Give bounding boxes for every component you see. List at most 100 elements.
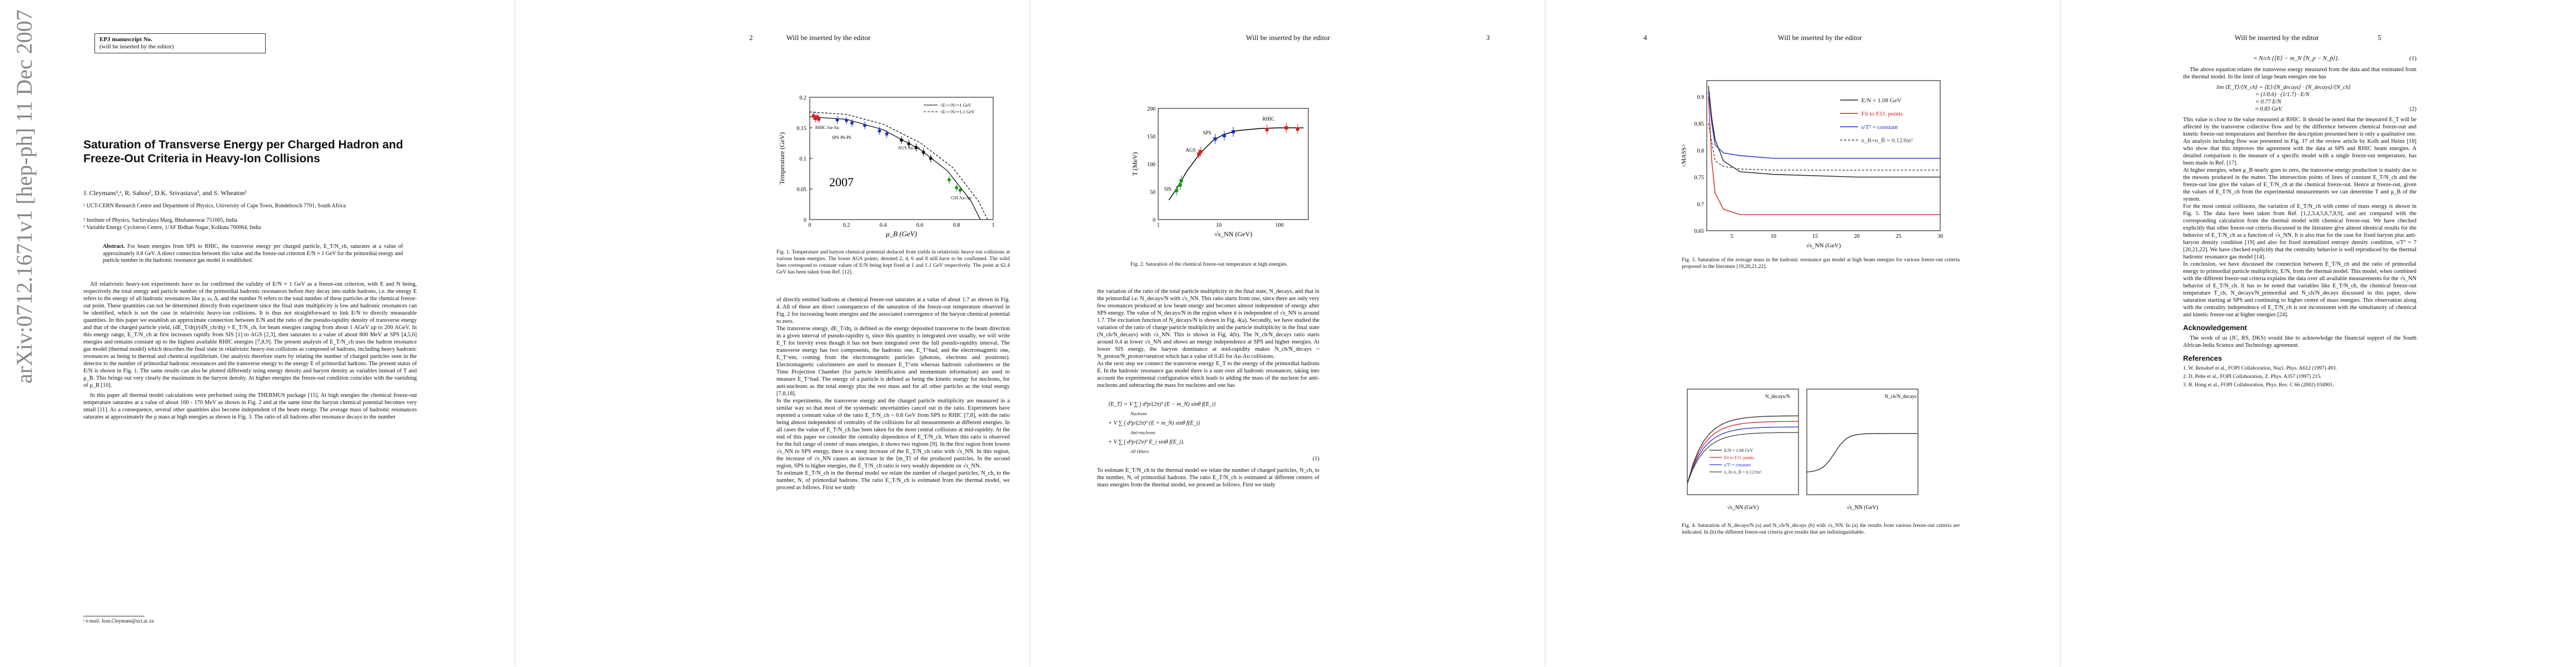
page5-text: = N/ch [⟨E⟩ − m_N ⟨N_p − N_p̄⟩]. (1) The… [2183,51,2416,390]
page2-paragraphs: of directly emitted hadrons at chemical … [776,297,1010,491]
fig3-ytick: 0.9 [1697,94,1705,101]
equation-top: = N/ch [⟨E⟩ − m_N ⟨N_p − N_p̄⟩]. (1) [2183,54,2416,63]
fig1-xlabel: μ_B (GeV) [885,230,917,238]
fig2-series-label: SPS [1203,130,1211,136]
fig3-xtick: 25 [1896,233,1901,240]
fig4a-series-line [1687,421,1799,484]
paper-title: Saturation of Transverse Energy per Char… [83,138,403,165]
affiliation-1: ¹ UCT-CERN Research Centre and Departmen… [83,203,346,209]
fig1-xtick: 0.4 [880,222,887,228]
equation-1-sub-2: Anti-nucleons [1130,430,1155,435]
fig1-ytick: 0.15 [797,126,807,132]
fig3-ylabel: <MASS> [1681,144,1687,167]
fig2-series-label: AGS [1185,147,1195,153]
acknowledgement-heading: Acknowledgement [2183,323,2247,332]
equation-1-number: (1) [1312,456,1319,462]
equation-1-line-1: ⟨E_T⟩ = V ∑ ∫ d³p/(2π)³ (E − m_N) sinθ f… [1108,401,1216,407]
fig3-xtick: 15 [1812,233,1818,240]
fig3-xtick: 30 [1937,233,1943,240]
fig2-series-label: RHIC [1263,116,1275,122]
fig2-xlabel: √s_NN (GeV) [1214,230,1252,238]
fig4b-xlabel: √s_NN (GeV) [1847,505,1879,511]
equation-2: lim ⟨E_T⟩/⟨N_ch⟩ = ⟨E⟩/⟨N_decays⟩ · ⟨N_d… [2216,84,2416,113]
page3-text: the variation of the ratio of the total … [1097,281,1319,496]
fig3-series-line [1708,91,1940,159]
fig4a-series-line [1687,415,1799,484]
fig2-ytick: 100 [1147,162,1155,168]
paper-page-5: Will be inserted by the editor 5 = N/ch … [2061,0,2576,667]
paper-page-3: Will be inserted by the editor 3 200 150 1… [1030,0,1546,667]
fig4a-legend-label: Fit to F.O. points [1724,455,1754,460]
fig3-xtick: 20 [1854,233,1860,240]
figure-3-caption: Fig. 3. Saturation of the average mass i… [1682,257,1960,270]
equation-2-number: (2) [2409,106,2416,112]
fig3-series-line [1708,96,1940,215]
fig3-xlabel: √s_NN (GeV) [1806,242,1841,249]
fig4b-frame [1806,389,1919,495]
journal-box: EPJ manuscript No. (will be inserted by … [94,33,266,53]
figure-4: N_decays/N √s_NN (GeV) E/N = 1.08 GeV Fit t… [1687,389,1919,511]
header-text: Will be inserted by the editor [1777,33,1862,42]
figure-2-caption: Fig. 2. Saturation of the chemical freez… [1130,261,1288,267]
journal-box-line1: EPJ manuscript No. [99,36,153,43]
equation-2-line-4-text: ≈ 0.83 GeV. [2255,106,2283,112]
abstract: Abstract. For beam energies from SPS to … [103,243,403,265]
fig3-ytick: 0.85 [1695,121,1705,127]
fig1-ytick: 0.2 [800,95,807,101]
fig1-legend-label: <E>/<N>=1 GeV [940,103,971,108]
fig3-ytick: 0.7 [1697,202,1705,208]
paper-page-4: 4 Will be inserted by the editor 0.9 0.85… [1546,0,2061,667]
equation-2-line-4: ≈ 0.83 GeV. (2) [2255,106,2416,113]
fig4a-legend-label: E/N = 1.08 GeV [1724,448,1753,453]
fig1-xtick: 0.6 [916,222,924,228]
equation-top-number: (1) [2409,55,2416,62]
paper-page-1: arXiv:0712.1671v1 [hep-ph] 11 Dec 2007 E… [0,0,515,667]
fig1-legend-label: <E>/<N>=1.1 GeV [940,109,975,115]
fig4a-frame [1687,389,1799,495]
fig3-legend-label: E/N = 1.08 GeV [1861,97,1901,104]
equation-top-text: = N/ch [⟨E⟩ − m_N ⟨N_p − N_p̄⟩]. [2253,55,2340,62]
references-heading: References [2183,354,2223,362]
fig4a-xlabel: √s_NN (GeV) [1727,505,1759,511]
fig1-xtick: 0.8 [953,222,960,228]
fig4b-series-line [1806,433,1919,472]
fig3-legend-label: s/T³ = constant [1861,124,1898,131]
page-header: Will be inserted by the editor 5 [2061,33,2576,44]
reference-1: 1. W. Reisdorf et al., FOPI Collaboratio… [2183,365,2337,371]
fig2-curve [1168,127,1304,201]
acknowledgement-text: The work of us (JC, RS, DKS) would like … [2183,335,2416,349]
fig1-ytick: 0 [804,217,806,223]
fig2-series-label: SIS [1164,186,1172,192]
affiliation-2: ² Institute of Physics, Sachivalaya Marg… [83,217,237,223]
footnote: ᵃ e-mail: Jean.Cleymans@uct.ac.za [83,618,154,624]
fig1-xtick: 0 [809,222,811,228]
page5-paragraphs: This value is close to the value measure… [2183,117,2416,318]
fig1-ytick: 0.05 [797,187,807,193]
page-number: 2 [749,33,753,42]
page-number: 4 [1643,33,1647,42]
fig4a-legend-label: n_B+n_B̄ = 0.12/fm³ [1724,470,1762,475]
equation-1-line-2: + V ∑ ∫ d³p/(2π)³ (E + m_N) sinθ f(E_i) [1108,420,1200,426]
paper-page-2: 2 Will be inserted by the editor 0.2 0.15… [515,0,1030,667]
page2-text: of directly emitted hadrons at chemical … [776,289,1010,499]
page-number: 5 [2378,33,2381,42]
page-header: 2 Will be inserted by the editor [515,33,1030,44]
header-text: Will be inserted by the editor [786,33,871,42]
header-text: Will be inserted by the editor [2234,33,2319,42]
fig2-ytick: 0 [1153,217,1155,223]
fig3-ytick: 0.75 [1695,175,1705,181]
fig1-frame [809,97,994,220]
fig4a-series-line [1687,432,1799,484]
figure-1-caption: Fig. 1. Temperature and baryon chemical … [776,249,1010,275]
page-header: 4 Will be inserted by the editor [1546,33,2061,44]
fig1-series-label: AGS Au-Au [898,146,920,151]
fig1-series-label: SPS Pb-Pb [832,135,851,140]
equation-2-line-1: lim ⟨E_T⟩/⟨N_ch⟩ = ⟨E⟩/⟨N_decays⟩ · ⟨N_d… [2216,84,2351,91]
journal-box-line2: (will be inserted by the editor) [99,43,174,50]
equation-1-sub-1: Nucleons [1130,411,1147,416]
fig3-frame [1706,80,1941,231]
fig4a-label: N_decays/N [1765,394,1790,399]
body-paragraph-2: In this paper all thermal model calculat… [83,392,417,420]
page5-paragraph-1: The above equation relates the transvers… [2183,67,2416,80]
figure-3: 0.9 0.85 0.8 0.75 0.7 0.65 5 10 15 20 25 30 <MASS> √s… [1681,80,1943,249]
